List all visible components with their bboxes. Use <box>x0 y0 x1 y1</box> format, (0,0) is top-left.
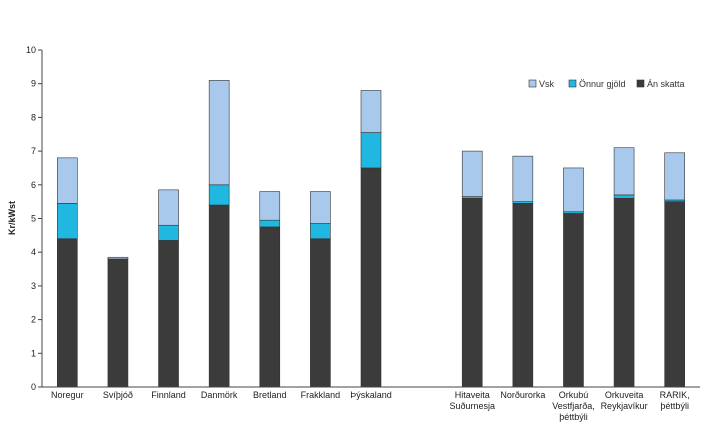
bar-segment <box>461 150 483 197</box>
bar-segment <box>57 238 78 388</box>
x-tick-label: Svíþjóð <box>103 390 133 400</box>
bar-segment <box>107 258 129 388</box>
legend-label: Vsk <box>539 79 555 89</box>
bar-segment <box>664 152 685 201</box>
y-axis-ticks: 0 1 2 3 4 5 6 7 8 9 10 <box>26 45 42 392</box>
bar-segment <box>208 80 230 186</box>
y-tick-label: 2 <box>31 315 36 325</box>
bar-segment <box>208 204 230 388</box>
y-tick-label: 9 <box>31 79 36 89</box>
bar-segment <box>360 132 382 169</box>
y-tick-label: 10 <box>26 45 36 55</box>
bar-segment <box>158 240 179 388</box>
bar-segment <box>310 191 331 224</box>
y-tick-label: 4 <box>31 247 36 257</box>
y-tick-label: 8 <box>31 112 36 122</box>
y-tick-label: 1 <box>31 348 36 358</box>
bar-segment <box>158 189 179 226</box>
bar-segment <box>613 147 635 196</box>
x-tick-label: Orkubú Vestfjarða, þéttbýli <box>552 390 595 422</box>
legend-label: Án skatta <box>647 79 685 89</box>
bar-segment <box>664 201 685 388</box>
x-tick-label: Danmörk <box>201 390 238 400</box>
x-tick-label: Þýskaland <box>350 390 392 400</box>
bar-segment <box>259 226 281 388</box>
bar-segment <box>158 224 179 241</box>
x-tick-label: Norðurorka <box>500 390 545 400</box>
y-tick-label: 6 <box>31 180 36 190</box>
x-axis-labels: Noregur Svíþjóð Finnland Danmörk Bretland Fra… <box>51 390 690 422</box>
bar-segment <box>512 155 534 202</box>
bar-segment <box>461 197 483 388</box>
x-tick-label: Frakkland <box>301 390 341 400</box>
bar-segment <box>563 213 584 388</box>
bars <box>57 80 685 388</box>
legend: Vsk Önnur gjöld Án skatta <box>528 79 685 89</box>
bar-segment <box>57 157 78 204</box>
bar-segment <box>259 191 281 221</box>
legend-swatch <box>568 79 577 88</box>
y-axis-label: Kr/kWst <box>7 201 17 235</box>
y-tick-label: 5 <box>31 214 36 224</box>
x-tick-label: Finnland <box>151 390 186 400</box>
legend-label: Önnur gjöld <box>579 79 626 89</box>
bar-segment <box>563 167 584 213</box>
bar-segment <box>613 194 635 199</box>
y-tick-label: 0 <box>31 382 36 392</box>
x-tick-label: Noregur <box>51 390 84 400</box>
bar-segment <box>259 219 281 228</box>
bar-segment <box>310 238 331 388</box>
y-tick-label: 3 <box>31 281 36 291</box>
x-tick-label: Orkuveita Reykjavíkur <box>601 390 648 411</box>
bar-segment <box>512 203 534 388</box>
x-tick-label: Hitaveita Suðurnesja <box>449 390 495 411</box>
x-tick-label: RARIK, þéttbýli <box>660 390 690 411</box>
bar-segment <box>310 223 331 240</box>
bar-segment <box>360 90 382 133</box>
bar-segment <box>57 203 78 240</box>
legend-swatch <box>636 79 645 88</box>
bar-segment <box>107 256 129 260</box>
x-tick-label: Bretland <box>253 390 287 400</box>
bar-segment <box>208 184 230 206</box>
y-tick-label: 7 <box>31 146 36 156</box>
legend-swatch <box>528 79 537 88</box>
bar-segment <box>360 167 382 388</box>
bar-segment <box>613 197 635 388</box>
